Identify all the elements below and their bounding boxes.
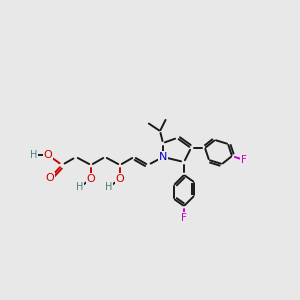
- Text: H: H: [30, 150, 38, 160]
- Text: F: F: [181, 213, 187, 223]
- Text: H: H: [105, 182, 113, 192]
- Text: O: O: [87, 174, 95, 184]
- Text: F: F: [241, 155, 247, 165]
- Text: O: O: [116, 174, 124, 184]
- Text: N: N: [159, 152, 167, 162]
- Text: H: H: [76, 182, 84, 192]
- Text: O: O: [44, 150, 52, 160]
- Text: O: O: [46, 173, 54, 183]
